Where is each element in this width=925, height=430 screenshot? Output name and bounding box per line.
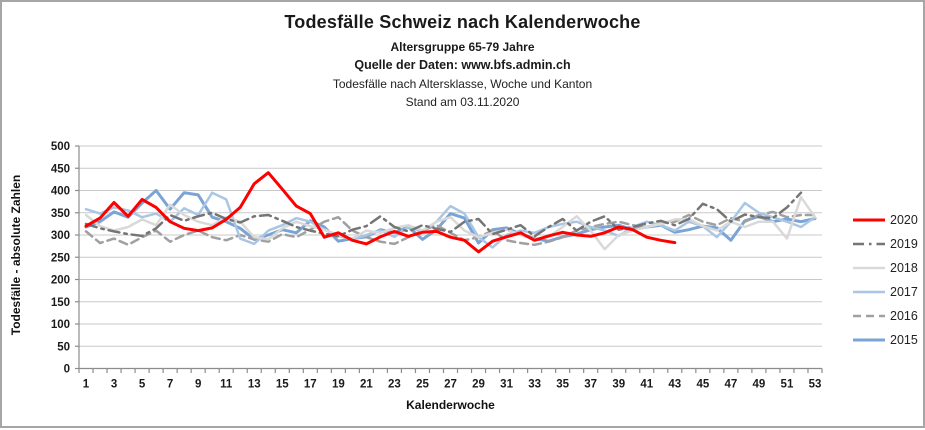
x-tick-label: 15 <box>276 379 289 391</box>
y-tick-label: 100 <box>51 319 70 331</box>
subtitle-agegroup: Altersgruppe 65-79 Jahre <box>390 40 535 54</box>
x-tick-label: 7 <box>167 379 173 391</box>
x-tick-label: 11 <box>220 379 233 391</box>
legend-item-2017: 2017 <box>852 280 924 304</box>
x-tick-label: 21 <box>360 379 373 391</box>
legend-label: 2020 <box>890 213 918 227</box>
y-tick-label: 300 <box>51 230 70 242</box>
legend: 2020 2019 2018 2017 2016 2015 <box>852 208 924 352</box>
page-title: Todesfälle Schweiz nach Kalenderwoche <box>284 12 641 32</box>
x-tick-label: 51 <box>781 379 794 391</box>
x-tick-label: 41 <box>640 379 653 391</box>
x-tick-label: 27 <box>444 379 457 391</box>
x-tick-label: 31 <box>500 379 513 391</box>
legend-swatch-2018 <box>853 266 885 270</box>
legend-swatch-2016 <box>853 314 885 318</box>
series-line-2020 <box>84 171 677 254</box>
x-tick-label: 3 <box>111 379 117 391</box>
series-line-2019 <box>84 191 803 238</box>
x-tick-label: 39 <box>612 379 625 391</box>
legend-label: 2015 <box>890 333 918 347</box>
x-axis-title: Kalenderwoche <box>406 398 495 412</box>
legend-item-2015: 2015 <box>852 328 924 352</box>
legend-item-2019: 2019 <box>852 232 924 256</box>
subtitle-date: Stand am 03.11.2020 <box>405 95 520 109</box>
y-tick-label: 0 <box>64 364 70 376</box>
x-tick-label: 19 <box>332 379 345 391</box>
y-tick-label: 400 <box>51 186 70 198</box>
legend-swatch-2019 <box>853 242 885 246</box>
x-tick-label: 17 <box>304 379 317 391</box>
y-tick-label: 150 <box>51 297 70 309</box>
legend-swatch-2017 <box>853 290 885 294</box>
x-tick-label: 37 <box>584 379 597 391</box>
y-tick-label: 200 <box>51 275 70 287</box>
series-line-2018 <box>84 195 817 251</box>
x-tick-label: 33 <box>528 379 541 391</box>
x-tick-label: 25 <box>416 379 429 391</box>
legend-label: 2019 <box>890 237 918 251</box>
x-tick-label: 53 <box>809 379 822 391</box>
series-line-2015 <box>84 189 817 245</box>
subtitle-dataset: Todesfälle nach Altersklasse, Woche und … <box>332 77 593 91</box>
legend-label: 2016 <box>890 309 918 323</box>
x-tick-label: 5 <box>139 379 146 391</box>
legend-item-2020: 2020 <box>852 208 924 232</box>
legend-label: 2018 <box>890 261 918 275</box>
x-tick-label: 29 <box>472 379 485 391</box>
series-line-2017 <box>84 191 817 249</box>
x-tick-label: 43 <box>668 379 681 391</box>
legend-swatch-2020 <box>853 218 885 222</box>
x-tick-label: 13 <box>248 379 261 391</box>
x-tick-label: 35 <box>556 379 569 391</box>
y-tick-label: 250 <box>51 252 70 264</box>
x-tick-label: 23 <box>388 379 401 391</box>
legend-label: 2017 <box>890 285 918 299</box>
subtitle-source: Quelle der Daten: www.bfs.admin.ch <box>354 58 571 72</box>
y-tick-label: 50 <box>57 341 70 353</box>
legend-item-2016: 2016 <box>852 304 924 328</box>
x-tick-label: 49 <box>753 379 766 391</box>
legend-swatch-2015 <box>853 338 885 342</box>
legend-item-2018: 2018 <box>852 256 924 280</box>
y-tick-label: 450 <box>51 163 70 175</box>
y-tick-label: 350 <box>51 208 70 220</box>
x-tick-label: 1 <box>83 379 90 391</box>
x-tick-label: 47 <box>724 379 737 391</box>
x-tick-label: 9 <box>195 379 201 391</box>
y-tick-label: 500 <box>51 141 70 153</box>
x-tick-label: 45 <box>696 379 709 391</box>
